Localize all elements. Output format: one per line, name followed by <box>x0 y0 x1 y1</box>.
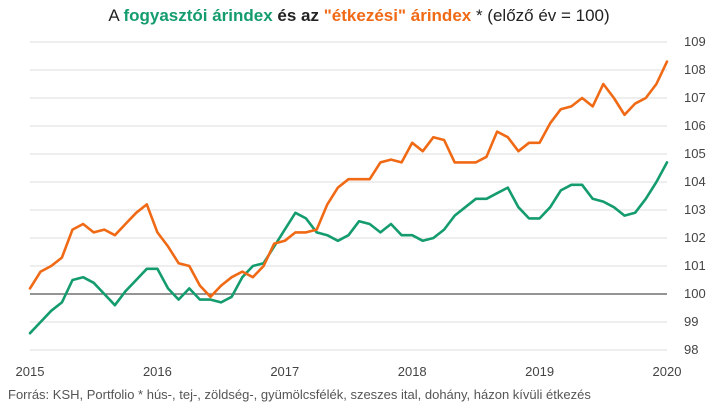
source-note: Forrás: KSH, Portfolio * hús-, tej-, zöl… <box>8 387 591 402</box>
title-part1: A <box>108 6 124 25</box>
x-axis: 2015 2016 2017 2018 2019 2020 <box>16 364 682 379</box>
y-tick-label: 108 <box>684 62 706 77</box>
y-tick-label: 102 <box>684 230 706 245</box>
y-tick-label: 104 <box>684 174 706 189</box>
y-tick-label: 107 <box>684 90 706 105</box>
y-tick-label: 103 <box>684 202 706 217</box>
y-tick-label: 101 <box>684 258 706 273</box>
y-tick-label: 99 <box>684 314 698 329</box>
x-tick-label: 2015 <box>16 364 45 379</box>
series-line-etkezesi-arindex <box>28 60 669 299</box>
grid-lines <box>30 41 667 351</box>
y-tick-label: 98 <box>684 342 698 357</box>
y-axis: 98 99 100 101 102 103 104 105 106 107 108 109 <box>684 34 706 357</box>
x-tick-label: 2016 <box>143 364 172 379</box>
series-lines <box>28 60 669 335</box>
title-series2: "étkezési" árindex <box>323 6 472 25</box>
chart-title: A fogyasztói árindex és az "étkezési" ár… <box>0 6 718 26</box>
x-tick-label: 2019 <box>525 364 554 379</box>
series-line-fogyasztoi-arindex <box>28 161 669 335</box>
title-part3: * (előző év = 100) <box>471 6 610 25</box>
x-tick-label: 2020 <box>653 364 682 379</box>
y-tick-label: 106 <box>684 118 706 133</box>
x-tick-label: 2018 <box>398 364 427 379</box>
y-tick-label: 100 <box>684 286 706 301</box>
title-part2: és az <box>272 6 324 25</box>
x-tick-label: 2017 <box>270 364 299 379</box>
title-series1: fogyasztói árindex <box>123 6 273 25</box>
y-tick-label: 105 <box>684 146 706 161</box>
y-tick-label: 109 <box>684 34 706 49</box>
